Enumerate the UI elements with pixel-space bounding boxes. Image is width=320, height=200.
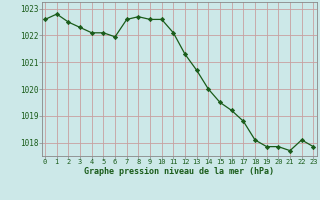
X-axis label: Graphe pression niveau de la mer (hPa): Graphe pression niveau de la mer (hPa) [84, 167, 274, 176]
